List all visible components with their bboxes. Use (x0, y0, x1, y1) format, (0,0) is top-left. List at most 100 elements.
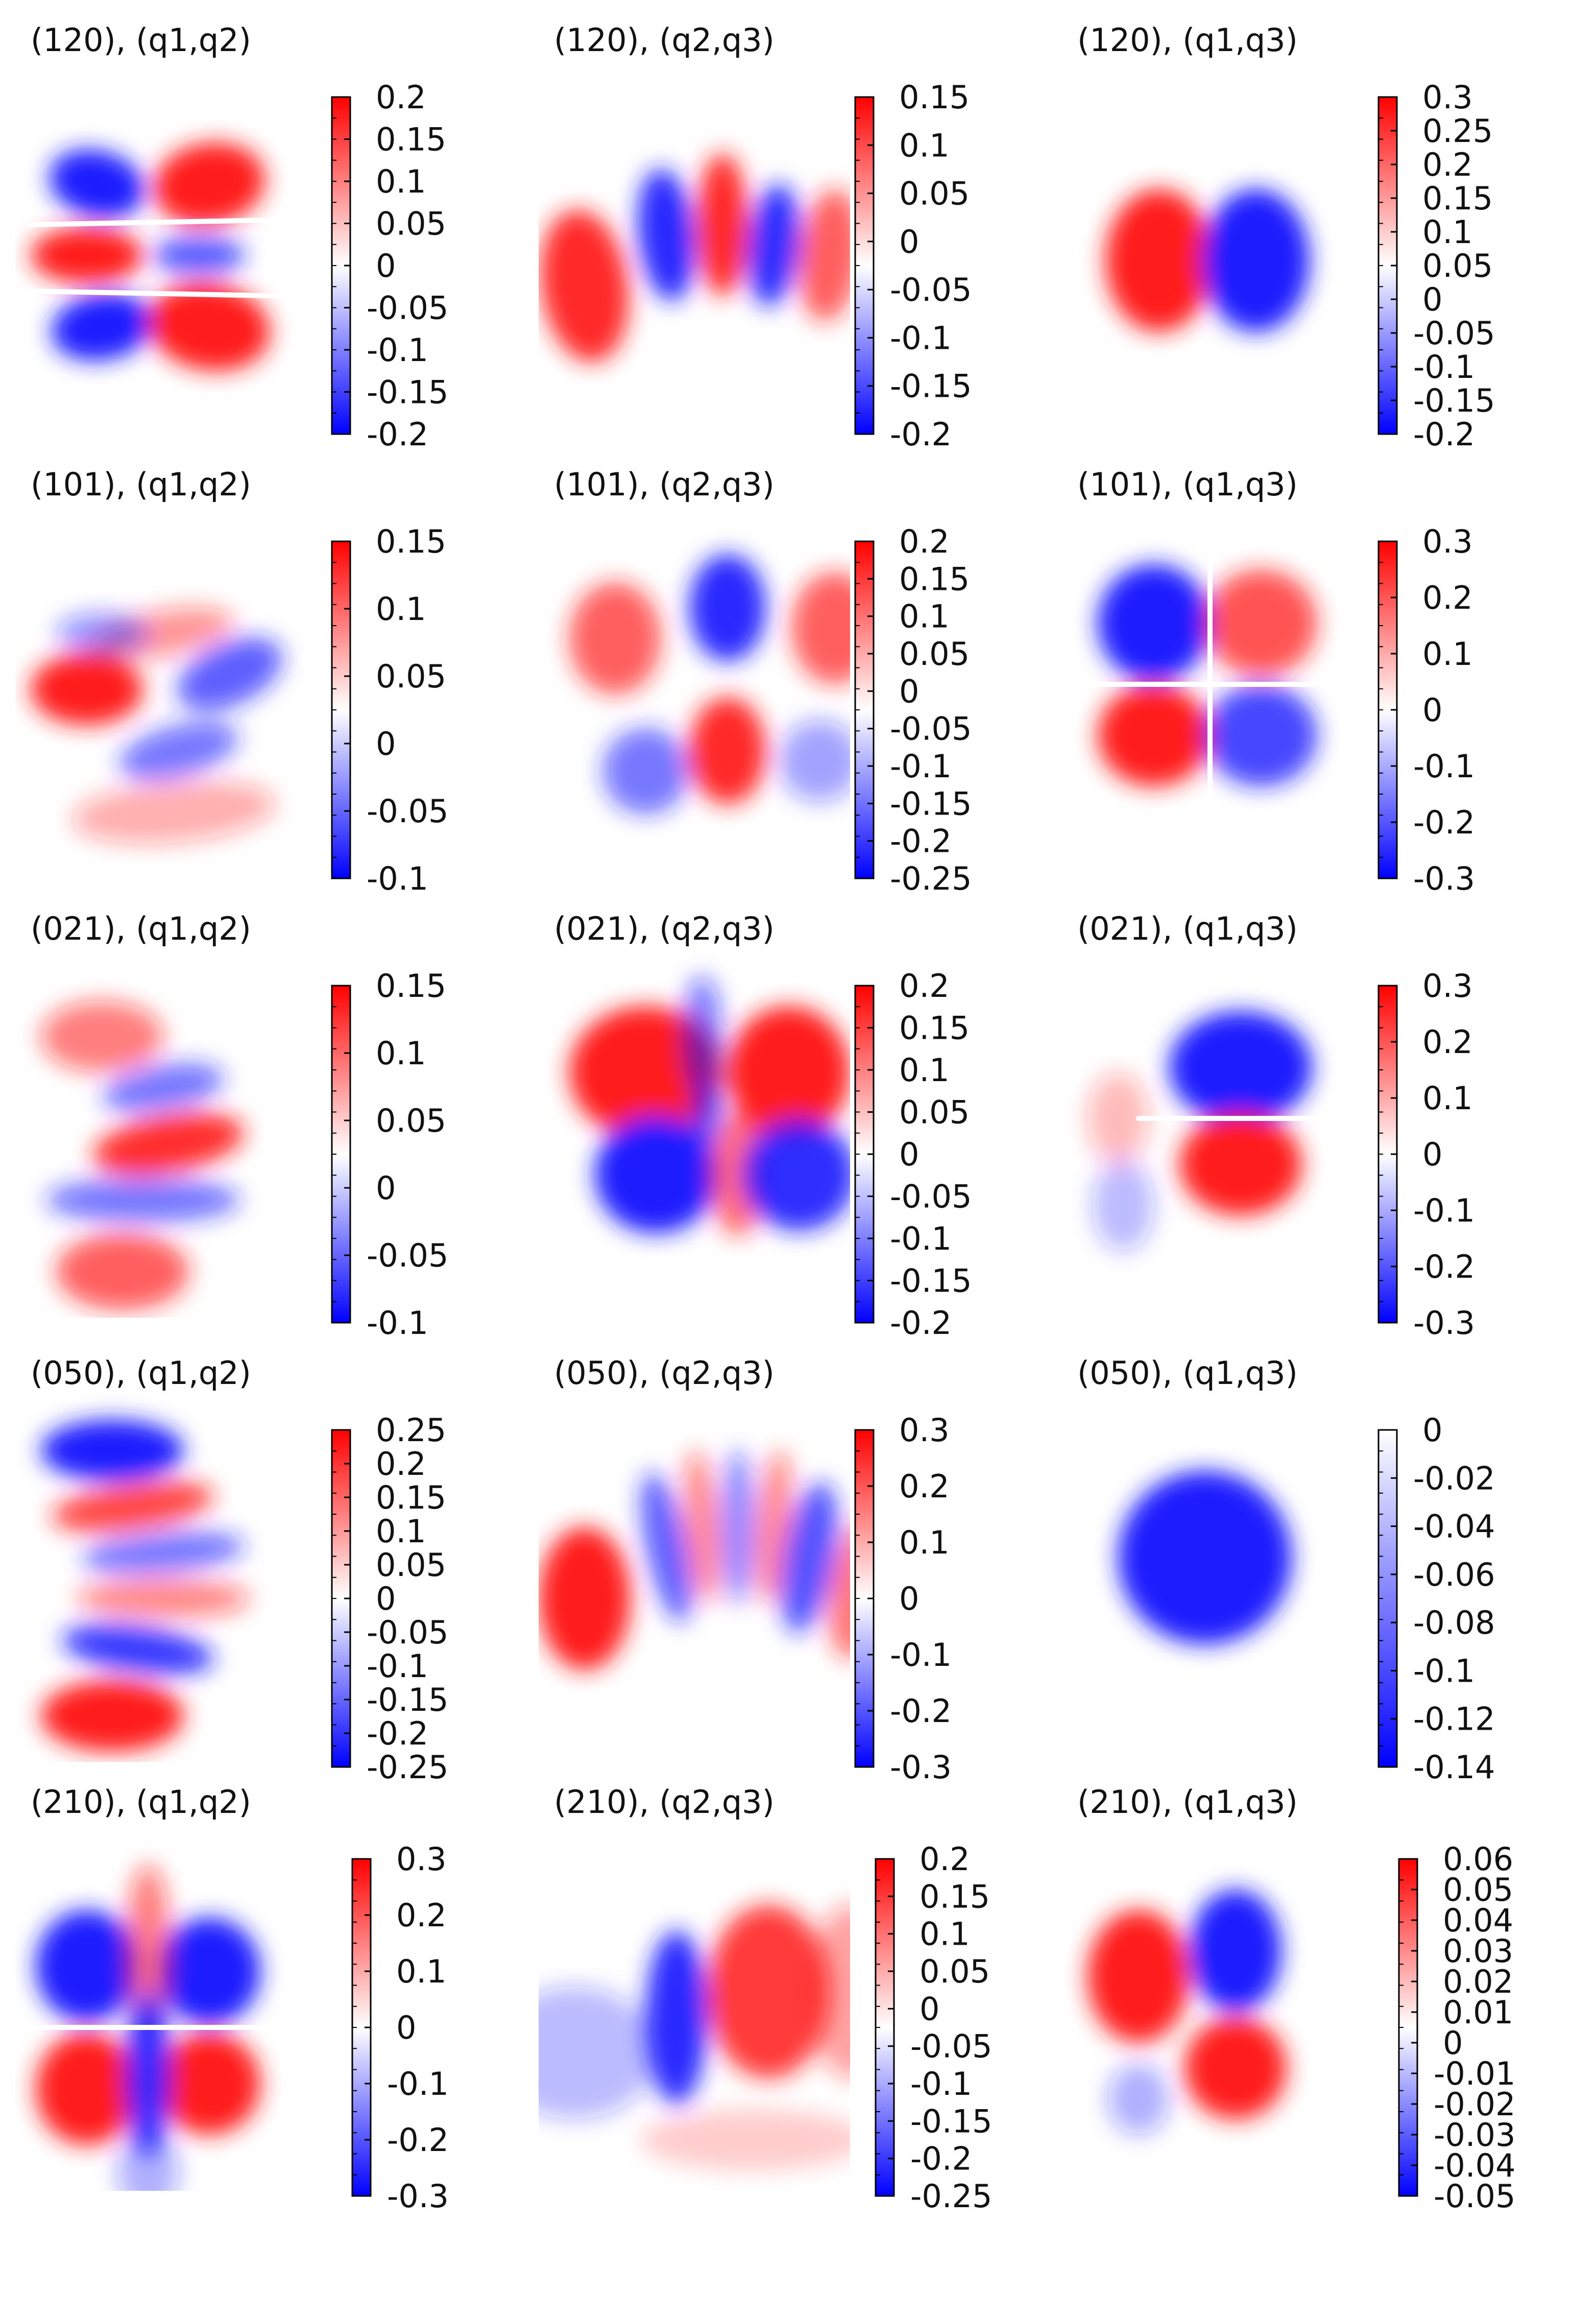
colorbar-tick-label: -0.2 (890, 1692, 952, 1730)
heatmap-lobe (697, 153, 748, 296)
heatmap-area (539, 1905, 850, 2170)
colorbar-tick-label: 0.15 (376, 523, 446, 560)
heatmap-area (1075, 534, 1366, 835)
heatmap-lobe (1098, 684, 1210, 786)
colorbar-tick-label: 0.1 (1422, 1080, 1473, 1117)
colorbar-tick-label: -0.15 (890, 785, 972, 822)
panel-11: (050), (q2,q3) 0.3 0.2 0.1 0 -0.1 -0.2 -0.3 (539, 1354, 952, 1786)
colorbar-tick-label: -0.1 (367, 860, 428, 897)
heatmap-lobe (119, 721, 238, 780)
heatmap-lobe (1118, 1471, 1292, 1644)
heatmap-lobe (1105, 189, 1213, 332)
panel-6: (101), (q1,q3) 0.3 0.2 0.1 0 -0.1 -0.2 -0.3 (1075, 466, 1475, 897)
colorbar-tick-label: -0.25 (890, 860, 972, 897)
heatmap-lobe (125, 1992, 171, 2155)
colorbar-tick-label: 0.2 (1422, 146, 1473, 183)
colorbar-tick-label: -0.1 (1413, 1652, 1475, 1689)
colorbar-tick-label: 0.05 (376, 1546, 446, 1584)
heatmap-lobe (62, 1624, 214, 1675)
colorbar-tick-label: 0.05 (376, 205, 446, 243)
colorbar-tick-label: 0.2 (899, 967, 950, 1005)
colorbar-tick-label: 0.2 (920, 1841, 970, 1878)
heatmap-area (569, 554, 850, 815)
panel-title: (050), (q1,q3) (1077, 1354, 1298, 1392)
colorbar-tick-label: -0.2 (1413, 416, 1475, 453)
colorbar-tick-label: -0.08 (1413, 1604, 1495, 1641)
heatmap-lobe (31, 654, 143, 725)
heatmap-lobe (683, 1450, 721, 1604)
panel-2: (120), (q2,q3) 0.15 0.1 0.05 0 -0.05 -0.1 -0.15… (540, 21, 972, 453)
colorbar-tick-label: -0.25 (910, 2178, 992, 2215)
panel-title: (021), (q1,q3) (1077, 910, 1298, 947)
panel-title: (101), (q1,q2) (31, 466, 251, 503)
colorbar-tick-label: -0.2 (890, 1304, 952, 1342)
colorbar-tick-label: 0.3 (396, 1841, 447, 1878)
colorbar-tick-label: 0.1 (1422, 635, 1473, 673)
colorbar-tick-label: 0.15 (899, 79, 970, 116)
heatmap-area (41, 1001, 245, 1310)
colorbar-tick-label: -0.15 (367, 1681, 448, 1718)
heatmap-area (1118, 1471, 1292, 1644)
colorbar-tick-label: 0 (899, 673, 919, 710)
colorbar-tick-label: -0.05 (367, 1237, 448, 1274)
colorbar-tick-label: -0.05 (1413, 315, 1495, 352)
panel-13: (210), (q1,q2) 0.3 0.2 0.1 0 -0.1 -0.2 -0.3 (28, 1783, 449, 2215)
colorbar-tick-label: -0.2 (890, 416, 952, 453)
heatmap-lobe (36, 1910, 138, 2022)
heatmap-lobe (36, 2033, 138, 2145)
colorbar-tick-label: -0.14 (1413, 1749, 1495, 1786)
colorbar-tick-label: -0.2 (1413, 1248, 1475, 1285)
colorbar-tick-label: 0 (899, 1580, 919, 1617)
heatmap-lobe (1190, 1890, 1281, 2012)
colorbar-tick-label: -0.3 (1413, 1304, 1475, 1342)
heatmap-area (1087, 1890, 1287, 2135)
colorbar-tick-label: 0.15 (899, 1010, 970, 1047)
panel-title: (101), (q1,q3) (1077, 466, 1298, 503)
panel-1: (120), (q1,q2) 0.2 0.15 0.1 0.05 0 -0.05 -0.1 -0… (28, 21, 448, 453)
heatmap-lobe (82, 1531, 245, 1574)
heatmap-lobe (31, 227, 143, 283)
colorbar-tick-label: -0.1 (387, 2065, 449, 2102)
colorbar-tick-label: 0.05 (920, 1953, 990, 1990)
heatmap-lobe (602, 728, 689, 815)
heatmap-lobe (707, 1905, 830, 2078)
colorbar-tick-label: 0.2 (376, 1445, 426, 1483)
heatmap-lobe (77, 1578, 250, 1619)
colorbar-tick-label: -0.1 (890, 748, 952, 785)
colorbar-tick-label: 0.3 (1422, 967, 1473, 1005)
colorbar-tick-label: -0.2 (367, 1715, 428, 1752)
heatmap-lobe (798, 189, 850, 322)
colorbar-tick-label: 0.15 (1422, 180, 1493, 217)
heatmap-lobe (1098, 564, 1210, 682)
colorbar-tick-label: 0.1 (376, 1035, 426, 1072)
heatmap-lobe (125, 1864, 171, 2038)
heatmap-lobe (539, 1987, 656, 2119)
colorbar-tick-label: 0 (376, 247, 396, 284)
colorbar-tick-label: 0.15 (376, 967, 446, 1005)
heatmap-lobe (41, 1001, 163, 1072)
colorbar-tick-label: 0.1 (1422, 213, 1473, 251)
colorbar-tick-label: 0 (396, 2009, 416, 2046)
heatmap-area (1087, 1011, 1366, 1251)
heatmap-lobe (743, 1118, 850, 1231)
panel-10: (050), (q1,q2)0.250.20.150.10.050-0.05-0… (31, 1354, 448, 1786)
heatmap-lobe (710, 1113, 766, 1236)
heatmap-lobe (781, 1482, 838, 1633)
panel-title: (120), (q2,q3) (554, 21, 775, 59)
colorbar-tick-label: 0.1 (920, 1916, 970, 1953)
heatmap-area (28, 1864, 299, 2191)
colorbar-tick-label: 0.15 (899, 560, 970, 598)
colorbar-tick-label: 0.1 (376, 1513, 426, 1550)
colorbar-tick-label: -0.05 (910, 2028, 992, 2065)
colorbar-tick-label: 0 (1422, 281, 1442, 318)
colorbar-tick-label: -0.01 (1434, 2055, 1515, 2092)
heatmap-lobe (52, 1481, 214, 1532)
colorbar-tick-label: -0.03 (1434, 2116, 1515, 2154)
colorbar-tick-label: -0.3 (890, 1749, 952, 1786)
panel-title: (021), (q1,q2) (31, 910, 251, 947)
heatmap-lobe (56, 1233, 189, 1310)
heatmap-lobe (56, 613, 148, 654)
colorbar-tick-label: -0.1 (890, 1636, 952, 1674)
colorbar-tick-label: 0.2 (376, 79, 426, 116)
